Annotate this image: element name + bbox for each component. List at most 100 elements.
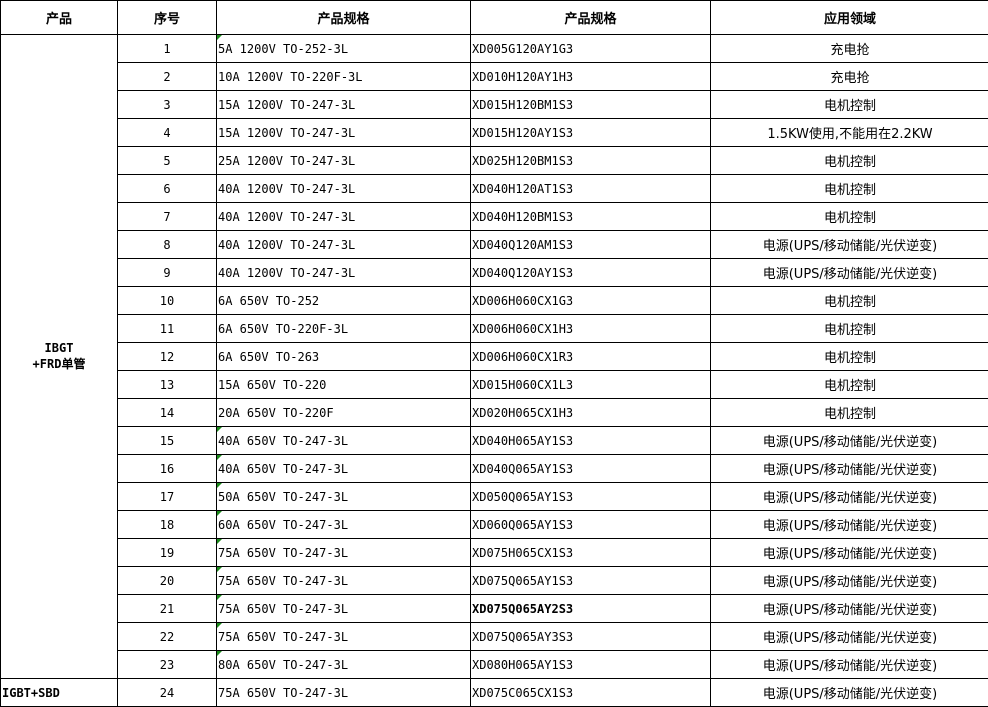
model-cell[interactable]: XD040H065AY1S3: [471, 427, 711, 455]
application-cell[interactable]: 电源(UPS/移动储能/光伏逆变): [711, 427, 988, 455]
application-cell[interactable]: 电机控制: [711, 203, 988, 231]
number-cell[interactable]: 16: [118, 455, 217, 483]
number-cell[interactable]: 1: [118, 35, 217, 63]
header-number[interactable]: 序号: [118, 1, 217, 35]
application-cell[interactable]: 电源(UPS/移动储能/光伏逆变): [711, 623, 988, 651]
number-cell[interactable]: 8: [118, 231, 217, 259]
number-cell[interactable]: 24: [118, 679, 217, 707]
spec-cell[interactable]: 50A 650V TO-247-3L: [217, 483, 471, 511]
spec-cell[interactable]: 75A 650V TO-247-3L: [217, 567, 471, 595]
number-cell[interactable]: 2: [118, 63, 217, 91]
product-cell[interactable]: IBGT+FRD单管: [1, 35, 118, 679]
spec-cell[interactable]: 80A 650V TO-247-3L: [217, 651, 471, 679]
application-cell[interactable]: 电源(UPS/移动储能/光伏逆变): [711, 511, 988, 539]
number-cell[interactable]: 4: [118, 119, 217, 147]
number-cell[interactable]: 18: [118, 511, 217, 539]
spec-cell[interactable]: 15A 1200V TO-247-3L: [217, 91, 471, 119]
header-application[interactable]: 应用领域: [711, 1, 988, 35]
model-cell[interactable]: XD040Q120AM1S3: [471, 231, 711, 259]
application-cell[interactable]: 电机控制: [711, 287, 988, 315]
application-cell[interactable]: 电源(UPS/移动储能/光伏逆变): [711, 539, 988, 567]
application-cell[interactable]: 电机控制: [711, 315, 988, 343]
application-cell[interactable]: 电源(UPS/移动储能/光伏逆变): [711, 483, 988, 511]
application-cell[interactable]: 充电抢: [711, 63, 988, 91]
spec-cell[interactable]: 40A 650V TO-247-3L: [217, 455, 471, 483]
number-cell[interactable]: 23: [118, 651, 217, 679]
number-cell[interactable]: 3: [118, 91, 217, 119]
number-cell[interactable]: 7: [118, 203, 217, 231]
model-cell[interactable]: XD006H060CX1G3: [471, 287, 711, 315]
number-cell[interactable]: 19: [118, 539, 217, 567]
spec-cell[interactable]: 10A 1200V TO-220F-3L: [217, 63, 471, 91]
application-cell[interactable]: 电机控制: [711, 371, 988, 399]
application-cell[interactable]: 电源(UPS/移动储能/光伏逆变): [711, 231, 988, 259]
spec-cell[interactable]: 6A 650V TO-263: [217, 343, 471, 371]
application-cell[interactable]: 电源(UPS/移动储能/光伏逆变): [711, 595, 988, 623]
number-cell[interactable]: 11: [118, 315, 217, 343]
header-model[interactable]: 产品规格: [471, 1, 711, 35]
application-cell[interactable]: 电源(UPS/移动储能/光伏逆变): [711, 651, 988, 679]
model-cell[interactable]: XD040H120BM1S3: [471, 203, 711, 231]
model-cell[interactable]: XD075C065CX1S3: [471, 679, 711, 707]
spec-cell[interactable]: 40A 1200V TO-247-3L: [217, 259, 471, 287]
number-cell[interactable]: 6: [118, 175, 217, 203]
model-cell[interactable]: XD010H120AY1H3: [471, 63, 711, 91]
model-cell[interactable]: XD020H065CX1H3: [471, 399, 711, 427]
model-cell[interactable]: XD015H060CX1L3: [471, 371, 711, 399]
model-cell[interactable]: XD075Q065AY1S3: [471, 567, 711, 595]
application-cell[interactable]: 电机控制: [711, 175, 988, 203]
spec-cell[interactable]: 40A 1200V TO-247-3L: [217, 203, 471, 231]
application-cell[interactable]: 电源(UPS/移动储能/光伏逆变): [711, 455, 988, 483]
model-cell[interactable]: XD080H065AY1S3: [471, 651, 711, 679]
model-cell[interactable]: XD075Q065AY2S3: [471, 595, 711, 623]
model-cell[interactable]: XD006H060CX1R3: [471, 343, 711, 371]
model-cell[interactable]: XD075Q065AY3S3: [471, 623, 711, 651]
spec-cell[interactable]: 15A 650V TO-220: [217, 371, 471, 399]
spec-cell[interactable]: 75A 650V TO-247-3L: [217, 623, 471, 651]
model-cell[interactable]: XD040H120AT1S3: [471, 175, 711, 203]
spec-cell[interactable]: 6A 650V TO-220F-3L: [217, 315, 471, 343]
number-cell[interactable]: 9: [118, 259, 217, 287]
model-cell[interactable]: XD025H120BM1S3: [471, 147, 711, 175]
spec-cell[interactable]: 60A 650V TO-247-3L: [217, 511, 471, 539]
application-cell[interactable]: 充电抢: [711, 35, 988, 63]
application-cell[interactable]: 电源(UPS/移动储能/光伏逆变): [711, 567, 988, 595]
spec-cell[interactable]: 25A 1200V TO-247-3L: [217, 147, 471, 175]
model-cell[interactable]: XD040Q120AY1S3: [471, 259, 711, 287]
application-cell[interactable]: 电机控制: [711, 343, 988, 371]
spec-cell[interactable]: 40A 1200V TO-247-3L: [217, 175, 471, 203]
spec-cell[interactable]: 6A 650V TO-252: [217, 287, 471, 315]
application-cell[interactable]: 电源(UPS/移动储能/光伏逆变): [711, 259, 988, 287]
spec-cell[interactable]: 40A 650V TO-247-3L: [217, 427, 471, 455]
application-cell[interactable]: 1.5KW使用,不能用在2.2KW: [711, 119, 988, 147]
model-cell[interactable]: XD050Q065AY1S3: [471, 483, 711, 511]
application-cell[interactable]: 电机控制: [711, 147, 988, 175]
model-cell[interactable]: XD015H120BM1S3: [471, 91, 711, 119]
spec-cell[interactable]: 75A 650V TO-247-3L: [217, 539, 471, 567]
spec-cell[interactable]: 75A 650V TO-247-3L: [217, 595, 471, 623]
application-cell[interactable]: 电源(UPS/移动储能/光伏逆变): [711, 679, 988, 707]
model-cell[interactable]: XD060Q065AY1S3: [471, 511, 711, 539]
spec-cell[interactable]: 15A 1200V TO-247-3L: [217, 119, 471, 147]
number-cell[interactable]: 22: [118, 623, 217, 651]
model-cell[interactable]: XD040Q065AY1S3: [471, 455, 711, 483]
spec-cell[interactable]: 75A 650V TO-247-3L: [217, 679, 471, 707]
number-cell[interactable]: 17: [118, 483, 217, 511]
model-cell[interactable]: XD005G120AY1G3: [471, 35, 711, 63]
application-cell[interactable]: 电机控制: [711, 91, 988, 119]
number-cell[interactable]: 5: [118, 147, 217, 175]
application-cell[interactable]: 电机控制: [711, 399, 988, 427]
spec-cell[interactable]: 40A 1200V TO-247-3L: [217, 231, 471, 259]
model-cell[interactable]: XD015H120AY1S3: [471, 119, 711, 147]
product-cell[interactable]: IGBT+SBD: [1, 679, 118, 707]
number-cell[interactable]: 14: [118, 399, 217, 427]
number-cell[interactable]: 12: [118, 343, 217, 371]
number-cell[interactable]: 21: [118, 595, 217, 623]
header-spec[interactable]: 产品规格: [217, 1, 471, 35]
number-cell[interactable]: 20: [118, 567, 217, 595]
header-product[interactable]: 产品: [1, 1, 118, 35]
number-cell[interactable]: 15: [118, 427, 217, 455]
spec-cell[interactable]: 20A 650V TO-220F: [217, 399, 471, 427]
number-cell[interactable]: 13: [118, 371, 217, 399]
model-cell[interactable]: XD006H060CX1H3: [471, 315, 711, 343]
